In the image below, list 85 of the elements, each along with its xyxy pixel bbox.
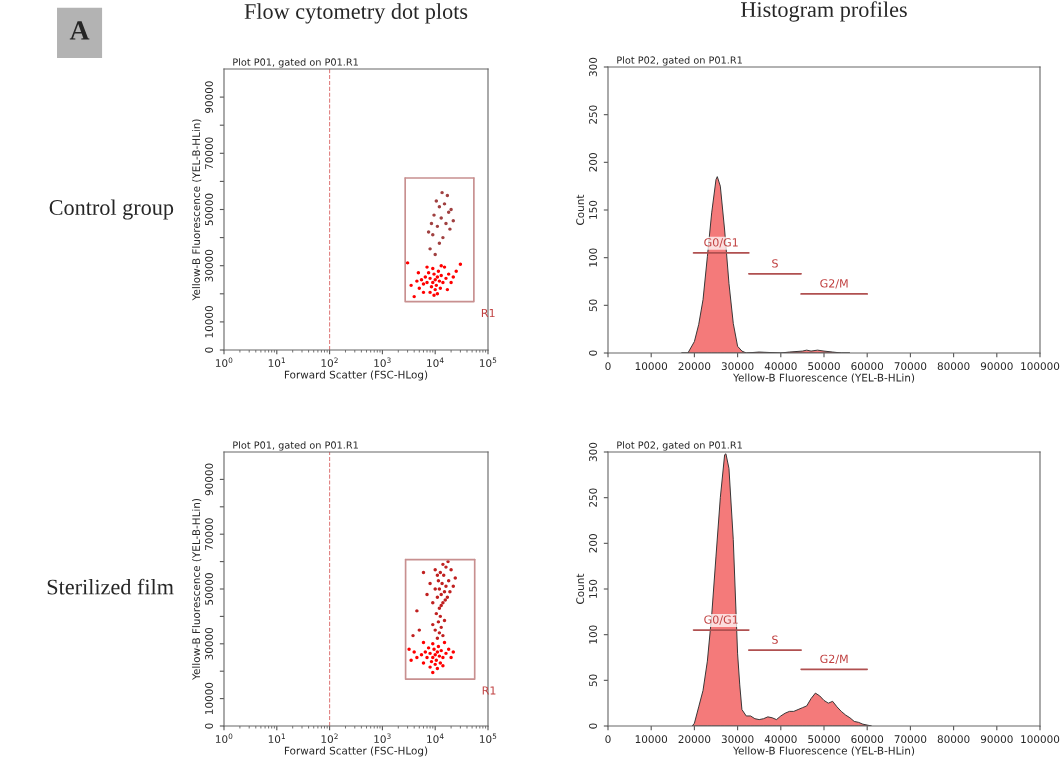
x-tick-label: 40000 [764,735,797,744]
y-tick-label: 70000 [205,137,213,170]
y-tick-label: 0 [589,723,597,729]
y-axis-title: Count [576,573,585,604]
y-tick-label: 90000 [205,81,213,114]
x-tick-label: 80000 [937,735,970,744]
x-tick-label: 10$^{2}$ [321,357,338,368]
x-tick-label: 10$^{5}$ [479,733,497,744]
y-axis-title: Yellow-B Fluorescence (YEL-B-HLin) [192,498,202,680]
x-tick-label: 10$^{4}$ [427,357,444,368]
series-label: S [772,635,778,644]
chart-subtitle: Plot P02, gated on P01.R1 [617,441,742,451]
chart-subtitle: Plot P02, gated on P01.R1 [617,56,742,66]
y-tick-label: 150 [589,579,597,598]
y-tick-label: 10000 [205,682,213,715]
x-tick-label: 10$^{5}$ [479,357,497,368]
x-tick-label: 50000 [808,362,840,371]
x-tick-label: 10$^{1}$ [268,733,285,744]
x-tick-label: 0 [605,735,611,744]
y-tick-label: 50 [589,299,597,312]
x-tick-label: 70000 [894,735,927,744]
y-tick-label: 150 [589,200,597,219]
x-tick-label: 80000 [937,362,970,371]
y-tick-label: 0 [589,350,597,356]
x-tick-label: 10$^{3}$ [374,357,391,368]
series-label: G0/G1 [704,238,738,248]
x-tick-label: 10$^{1}$ [268,357,285,368]
y-tick-label: 0 [205,723,213,729]
series-label: G2/M [820,654,848,664]
y-tick-label: 90000 [205,463,213,496]
y-axis-title: Yellow-B Fluorescence (YEL-B-HLin) [192,119,202,301]
series-label: R1 [481,308,495,318]
x-tick-label: 60000 [851,735,884,744]
x-tick-label: 10$^{0}$ [215,357,233,368]
x-axis-title: Forward Scatter (FSC-HLog) [284,370,428,381]
x-tick-label: 10000 [635,735,668,744]
y-tick-label: 300 [589,57,597,77]
series-label: R1 [482,686,496,695]
x-tick-label: 10$^{0}$ [215,733,233,744]
x-axis-title: Yellow-B Fluorescence (YEL-B-HLin) [733,373,915,383]
text: Control group [49,199,174,220]
y-tick-label: 0 [205,347,213,353]
y-tick-label: 70000 [205,518,213,550]
y-tick-label: 250 [589,488,597,507]
chart-title: Histogram profiles [741,1,907,22]
x-tick-label: 90000 [980,362,1013,371]
chart-title: Flow cytometry dot plots [244,3,468,24]
y-tick-label: 50000 [205,193,213,226]
x-tick-label: 0 [605,362,611,371]
x-tick-label: 10000 [635,362,668,371]
y-tick-label: 300 [589,442,597,462]
x-tick-label: 20000 [678,362,711,371]
x-tick-label: 10$^{3}$ [374,733,391,744]
x-axis-title: Yellow-B Fluorescence (YEL-B-HLin) [733,746,915,756]
y-tick-label: 200 [589,153,597,172]
x-tick-label: 20000 [678,735,711,744]
y-tick-label: 50000 [205,573,213,605]
chart-subtitle: Plot P01, gated on P01.R1 [233,58,358,68]
y-tick-label: 10000 [205,306,213,338]
x-tick-label: 50000 [808,735,840,744]
y-tick-label: 200 [589,534,597,553]
y-tick-label: 30000 [205,249,213,282]
x-axis-title: Forward Scatter (FSC-HLog) [284,746,428,757]
x-tick-label: 60000 [851,362,884,371]
text: A [69,21,90,40]
x-tick-label: 100000 [1021,362,1060,371]
y-tick-label: 30000 [205,627,213,660]
x-tick-label: 90000 [980,735,1013,744]
y-tick-label: 50 [589,674,597,687]
x-tick-label: 10$^{2}$ [321,733,338,744]
series-label: G2/M [820,279,848,289]
x-tick-label: 10$^{4}$ [427,733,444,744]
x-tick-label: 30000 [721,735,754,744]
series-label: G0/G1 [704,615,738,625]
x-tick-label: 70000 [894,362,927,371]
x-tick-label: 30000 [721,362,754,371]
x-tick-label: 40000 [764,362,797,371]
y-tick-label: 100 [589,625,597,644]
y-tick-label: 250 [589,105,597,124]
text: Sterilized film [47,578,174,595]
series-label: S [772,259,778,268]
y-axis-title: Count [576,194,585,225]
y-tick-label: 100 [589,248,597,267]
chart-subtitle: Plot P01, gated on P01.R1 [233,441,358,451]
x-tick-label: 100000 [1021,735,1060,744]
